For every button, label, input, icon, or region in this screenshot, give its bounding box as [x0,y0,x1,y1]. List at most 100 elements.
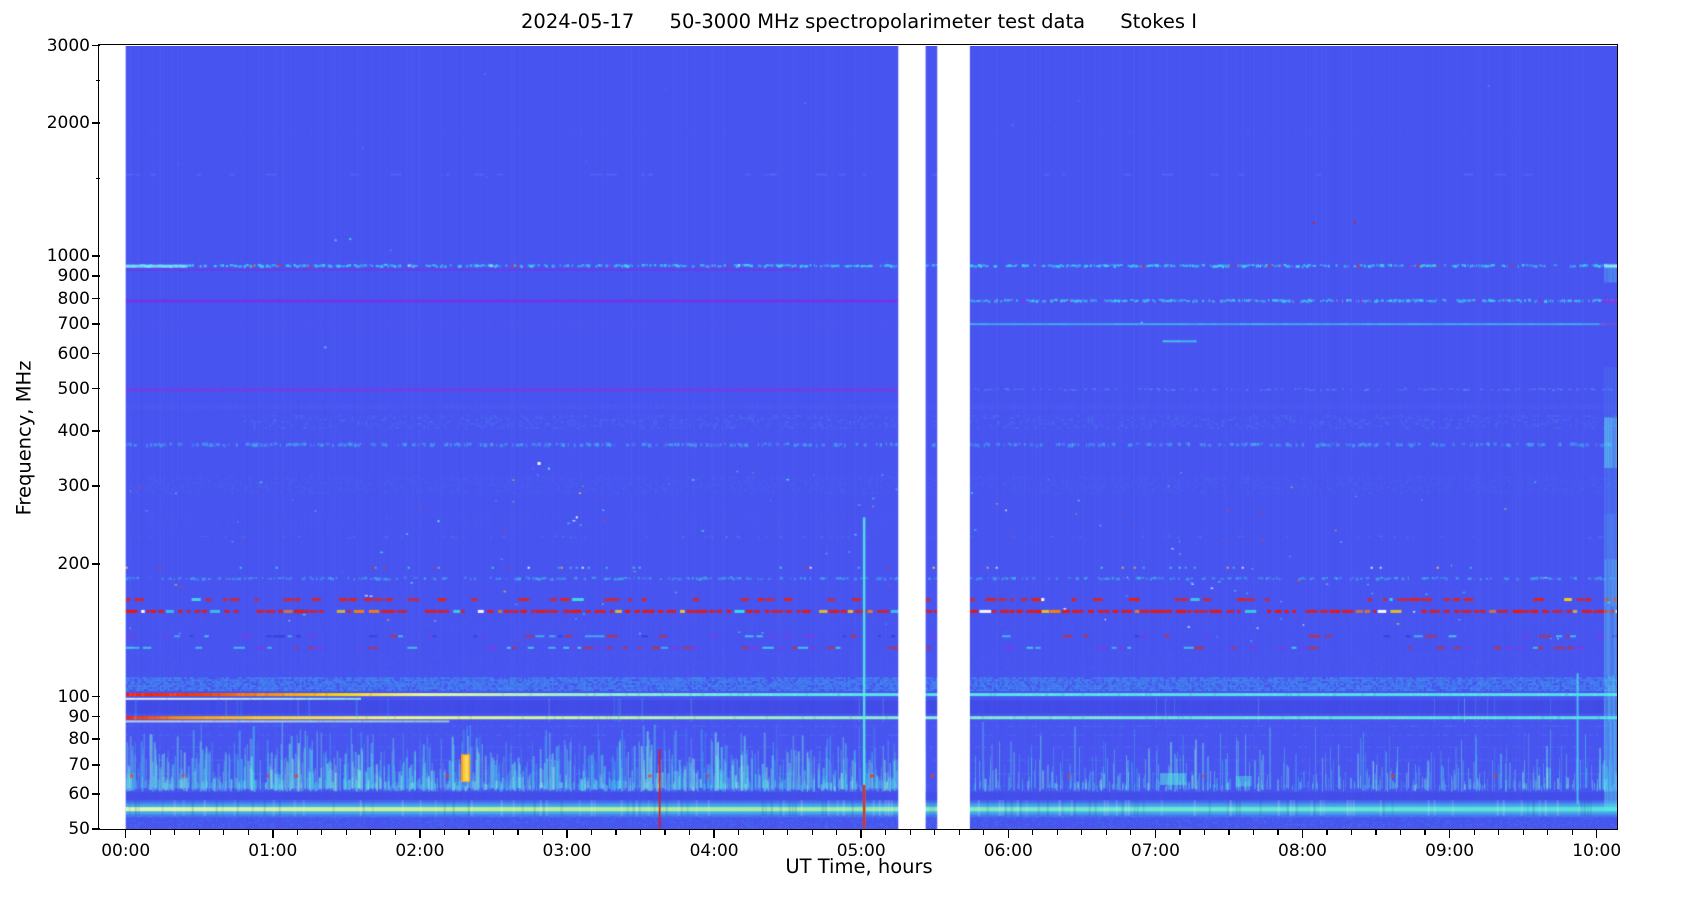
x-tick-label: 00:00 [101,841,151,861]
y-tick-label: 700 [57,314,90,335]
x-minor-tick [1228,830,1230,835]
x-minor-tick [174,830,176,835]
x-tick-label: 09:00 [1425,841,1475,861]
x-minor-tick [1081,830,1083,835]
x-tick [419,830,421,838]
y-tick [92,738,100,740]
y-tick-label: 200 [57,553,90,574]
y-tick-label: 500 [57,378,90,399]
x-minor-tick [223,830,225,835]
x-minor-tick [639,830,642,835]
x-minor-tick [787,830,789,835]
y-tick [92,255,100,257]
y-tick-label: 300 [57,476,90,497]
x-minor-tick [492,830,495,835]
x-minor-tick [909,830,911,835]
x-minor-tick [1571,830,1573,835]
x-minor-tick [1547,830,1549,835]
y-tick [92,793,100,796]
y-tick [92,715,100,718]
x-minor-tick [836,830,838,835]
x-minor-tick [1179,830,1181,835]
x-tick [860,830,862,838]
x-minor-tick [688,830,691,835]
x-minor-tick [321,830,323,835]
y-minor-tick [95,79,100,82]
x-tick-label: 04:00 [689,841,739,861]
x-minor-tick [762,830,764,835]
y-tick-label: 100 [57,686,90,707]
x-minor-tick [1473,830,1475,835]
x-minor-tick [517,830,519,835]
y-tick-label: 50 [68,819,90,840]
x-minor-tick [1326,830,1328,835]
x-minor-tick [296,830,298,835]
x-tick-label: 07:00 [1130,841,1180,861]
x-minor-tick [370,830,372,835]
x-minor-tick [541,830,544,835]
y-tick-label: 60 [68,784,90,805]
y-minor-tick [95,177,100,179]
x-minor-tick [468,830,470,835]
x-tick-label: 06:00 [983,841,1033,861]
y-tick [92,563,100,565]
x-minor-tick [345,830,347,835]
x-tick-label: 08:00 [1278,841,1327,861]
x-minor-tick [1203,830,1206,835]
figure-title: 2024-05-17 50-3000 MHz spectropolarimete… [100,10,1618,33]
x-tick-label: 01:00 [248,841,298,861]
x-minor-tick [934,830,936,835]
y-tick-label: 600 [57,343,90,364]
x-minor-tick [738,830,740,835]
x-minor-tick [885,830,887,835]
y-tick [92,44,100,47]
x-tick [1154,830,1157,838]
x-minor-tick [149,830,151,835]
title-stokes: Stokes I [1120,10,1197,33]
x-minor-tick [1498,830,1500,835]
x-minor-tick [1252,830,1255,835]
x-minor-tick [615,830,617,835]
x-minor-tick [443,830,445,835]
y-tick [92,297,100,300]
y-tick-label: 80 [68,729,90,750]
y-tick [92,323,100,325]
y-tick-label: 70 [68,754,90,775]
x-minor-tick [1277,830,1279,835]
x-minor-tick [590,830,593,835]
y-tick [92,695,100,698]
x-axis-label: UT Time, hours [785,855,933,878]
y-tick-label: 900 [57,266,90,287]
x-tick-label: 02:00 [395,841,445,861]
x-tick [1007,830,1010,838]
x-minor-tick [1375,830,1377,835]
x-minor-tick [1056,830,1058,835]
y-tick [92,430,100,433]
x-minor-tick [1032,830,1034,835]
x-minor-tick [1130,830,1132,835]
y-tick-label: 1000 [46,245,90,266]
x-minor-tick [198,830,200,835]
x-tick-label: 05:00 [836,841,886,861]
y-tick-label: 2000 [46,113,90,134]
spectrogram-canvas [100,46,1618,830]
x-tick [1301,830,1304,838]
x-minor-tick [394,830,396,835]
y-tick-label: 3000 [46,35,90,56]
x-tick-label: 03:00 [542,841,592,861]
x-tick [272,830,274,838]
x-minor-tick [1105,830,1107,835]
x-minor-tick [664,830,666,835]
x-tick [713,830,715,838]
x-tick [124,830,127,838]
x-minor-tick [958,830,960,835]
x-minor-tick [1424,830,1426,835]
y-tick [92,122,100,125]
y-tick [92,763,100,766]
title-main: 50-3000 MHz spectropolarimeter test data [669,10,1086,33]
x-minor-tick [1522,830,1524,835]
y-tick-label: 400 [57,421,90,442]
x-tick [566,830,568,838]
x-minor-tick [811,830,813,835]
y-tick [92,352,100,355]
